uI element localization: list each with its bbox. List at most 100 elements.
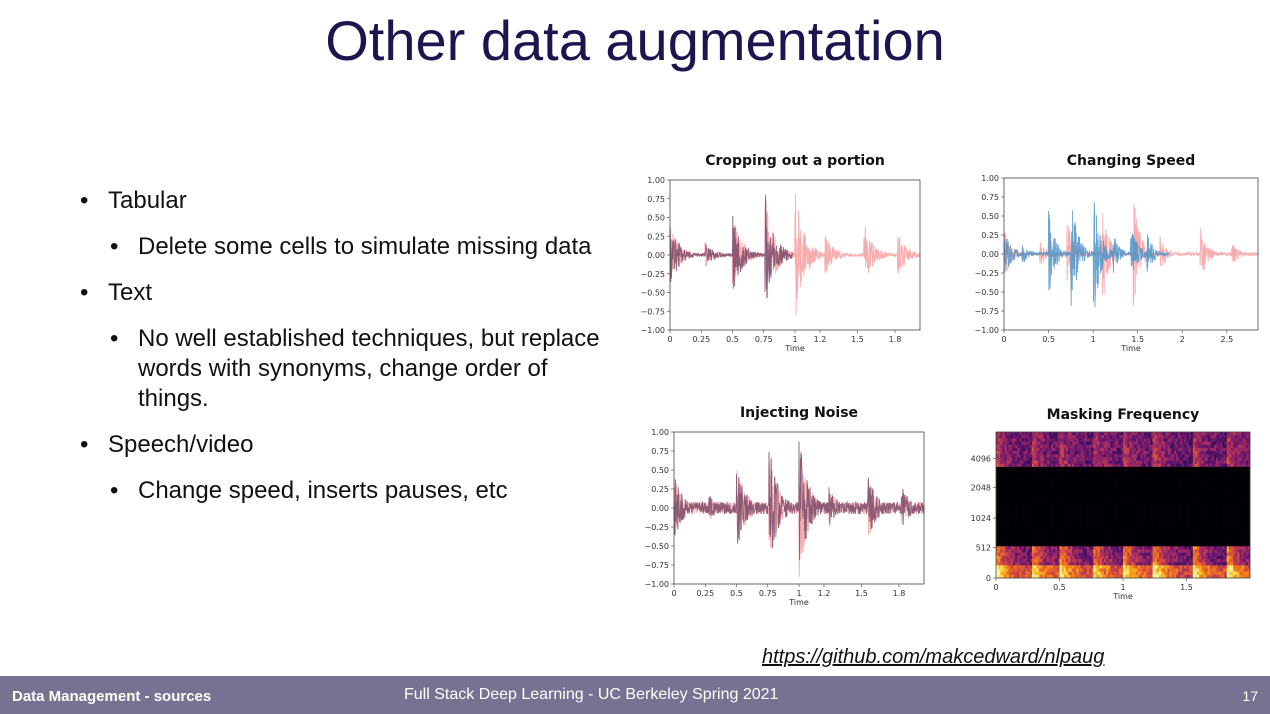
spectrogram-cell xyxy=(1112,473,1115,477)
spectrogram-cell xyxy=(1129,466,1132,471)
x-tick-label: 0.25 xyxy=(692,335,710,344)
spectrogram-cell xyxy=(1004,485,1007,490)
spectrogram-cell xyxy=(1057,498,1060,503)
spectrogram-cell xyxy=(1046,460,1050,465)
spectrogram-cell xyxy=(1065,498,1069,503)
spectrogram-cell xyxy=(1019,565,1022,569)
spectrogram-cell xyxy=(1175,520,1179,525)
spectrogram-cell xyxy=(1156,501,1160,506)
spectrogram-cell xyxy=(1082,562,1086,566)
spectrogram-cell xyxy=(1004,520,1007,525)
spectrogram-cell xyxy=(1063,473,1067,477)
y-tick-label: −1.00 xyxy=(644,580,669,589)
spectrogram-cell xyxy=(1059,451,1062,455)
spectrogram-cell xyxy=(1129,533,1132,538)
spectrogram-cell xyxy=(1095,495,1098,499)
spectrogram-cell xyxy=(1031,549,1035,553)
spectrogram-cell xyxy=(1131,524,1134,528)
spectrogram-cell xyxy=(1171,466,1175,471)
spectrogram-cell xyxy=(1048,444,1052,449)
spectrogram-cell xyxy=(1074,485,1077,490)
spectrogram-cell xyxy=(1201,482,1204,487)
spectrogram-cell xyxy=(1218,463,1221,468)
spectrogram-cell xyxy=(1127,444,1130,449)
spectrogram-cell xyxy=(1167,466,1170,471)
spectrogram-cell xyxy=(1133,485,1136,490)
spectrogram-cell xyxy=(1034,571,1037,576)
spectrogram-cell xyxy=(996,527,999,531)
spectrogram-cell xyxy=(1044,527,1048,531)
spectrogram-cell xyxy=(1106,562,1109,566)
y-tick-label: 0.25 xyxy=(647,232,665,241)
spectrogram-cell xyxy=(1048,454,1052,458)
spectrogram-cell xyxy=(1201,565,1204,569)
spectrogram-cell xyxy=(1199,568,1202,572)
spectrogram-cell xyxy=(1053,492,1056,496)
spectrogram-cell xyxy=(1008,451,1012,455)
spectrogram-cell xyxy=(1042,539,1045,544)
spectrogram-cell xyxy=(1161,527,1164,531)
spectrogram-cell xyxy=(1146,482,1149,487)
spectrogram-cell xyxy=(1084,457,1088,461)
spectrogram-cell xyxy=(1133,501,1136,506)
spectrogram-cell xyxy=(1129,485,1132,490)
spectrogram-cell xyxy=(1012,460,1016,465)
spectrogram-cell xyxy=(1163,524,1166,528)
spectrogram-cell xyxy=(1167,565,1170,569)
spectrogram-cell xyxy=(1091,527,1094,531)
y-tick-label: 0.00 xyxy=(981,250,999,259)
spectrogram-cell xyxy=(1087,435,1090,439)
spectrogram-cell xyxy=(1019,432,1022,436)
spectrogram-cell xyxy=(1038,498,1041,503)
spectrogram-cell xyxy=(1012,555,1016,560)
spectrogram-cell xyxy=(1205,460,1208,465)
spectrogram-cell xyxy=(1175,574,1179,579)
spectrogram-cell xyxy=(1188,568,1192,572)
spectrogram-cell xyxy=(1120,562,1124,566)
spectrogram-cell xyxy=(1025,473,1029,477)
spectrogram-cell xyxy=(1197,492,1200,496)
spectrogram-cell xyxy=(1099,451,1103,455)
spectrogram-cell xyxy=(1116,473,1120,477)
spectrogram-cell xyxy=(1053,520,1056,525)
spectrogram-cell xyxy=(1175,460,1179,465)
spectrogram-cell xyxy=(1216,470,1219,474)
spectrogram-cell xyxy=(1019,571,1022,576)
spectrogram-cell xyxy=(1059,508,1062,512)
spectrogram-cell xyxy=(1006,492,1009,496)
spectrogram-cell xyxy=(1067,489,1071,493)
spectrogram-cell xyxy=(1156,568,1160,572)
spectrogram-cell xyxy=(1123,536,1126,541)
spectrogram-cell xyxy=(1175,489,1179,493)
spectrogram-cell xyxy=(1040,485,1043,490)
spectrogram-cell xyxy=(1211,444,1215,449)
spectrogram-cell xyxy=(1161,451,1164,455)
spectrogram-cell xyxy=(1163,489,1166,493)
spectrogram-cell xyxy=(1103,574,1107,579)
spectrogram-cell xyxy=(1101,571,1105,576)
spectrogram-cell xyxy=(1076,489,1079,493)
spectrogram-cell xyxy=(1120,539,1124,544)
spectrogram-cell xyxy=(1171,470,1175,474)
spectrogram-cell xyxy=(1008,533,1012,538)
spectrogram-cell xyxy=(1093,539,1096,544)
spectrogram-cell xyxy=(1197,460,1200,465)
spectrogram-cell xyxy=(1004,527,1007,531)
spectrogram-cell xyxy=(1154,463,1158,468)
spectrogram-cell xyxy=(1216,539,1219,544)
spectrogram-cell xyxy=(1072,476,1075,480)
spectrogram-cell xyxy=(1137,482,1141,487)
spectrogram-cell xyxy=(1110,574,1113,579)
spectrogram-cell xyxy=(1152,543,1156,547)
spectrogram-cell xyxy=(1137,505,1141,509)
spectrogram-cell xyxy=(1057,555,1060,560)
spectrogram-cell xyxy=(1201,514,1204,518)
spectrogram-cell xyxy=(1167,441,1170,445)
spectrogram-cell xyxy=(1205,495,1208,499)
spectrogram-cell xyxy=(1186,479,1189,484)
spectrogram-cell xyxy=(1110,444,1113,449)
spectrogram-cell xyxy=(1072,574,1075,579)
spectrogram-cell xyxy=(1108,549,1111,553)
spectrogram-cell xyxy=(1192,432,1196,436)
spectrogram-cell xyxy=(1194,454,1198,458)
